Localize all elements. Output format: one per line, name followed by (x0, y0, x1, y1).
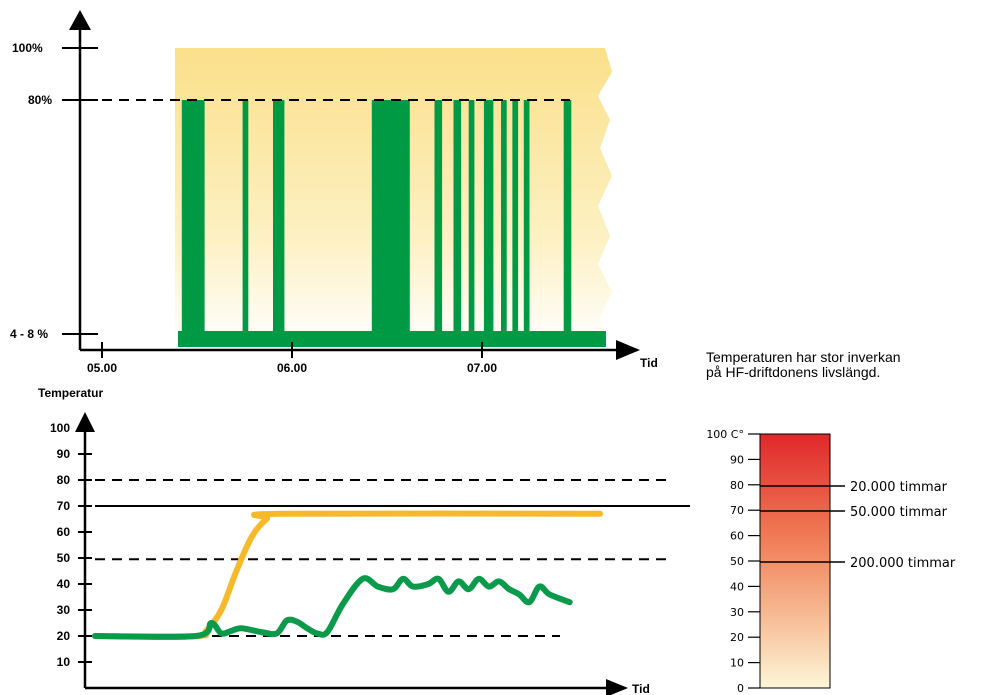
bottom-y-tick-label-70: 70 (57, 499, 71, 513)
scale-tick-label-70: 70 (730, 504, 744, 517)
top-active-bar-4 (371, 100, 410, 336)
top-active-bar-5 (434, 100, 443, 336)
top-low-level-strip (178, 331, 606, 347)
top-x-label-0500: 05.00 (87, 361, 117, 375)
top-active-bar-10 (512, 100, 519, 336)
annotation-20000: 20.000 timmar (850, 480, 948, 495)
top-active-bar-3 (273, 100, 285, 336)
bottom-y-tick-label-30: 30 (57, 603, 71, 617)
top-y-label-100: 100% (12, 41, 43, 55)
top-active-bar-8 (483, 100, 494, 336)
top-x-label-0600: 06.00 (277, 361, 307, 375)
bottom-y-ticks: 10 20 30 40 50 60 70 80 90 100 (50, 421, 92, 669)
top-active-bar-11 (523, 100, 530, 336)
top-y-label-80: 80% (28, 93, 52, 107)
top-y-axis-arrow (69, 10, 91, 30)
top-y-label-4-8: 4 - 8 % (10, 327, 48, 341)
bottom-y-tick-label-20: 20 (57, 629, 71, 643)
top-active-bar-2 (242, 100, 249, 336)
scale-tick-label-20: 20 (730, 631, 744, 644)
scale-tick-label-80: 80 (730, 479, 744, 492)
top-active-bar-1 (181, 100, 205, 336)
scale-tick-label-0: 0 (737, 682, 744, 695)
top-x-axis-arrow (616, 340, 640, 360)
annotation-200000: 200.000 timmar (850, 556, 956, 571)
top-x-label-0700: 07.00 (467, 361, 497, 375)
bottom-y-tick-label-10: 10 (57, 655, 71, 669)
green-series-line (92, 575, 573, 640)
bottom-y-axis-label: Temperatur (38, 386, 103, 400)
bottom-y-tick-label-100: 100 (50, 421, 70, 435)
top-active-bar-6 (453, 100, 462, 336)
reference-lines (95, 479, 690, 637)
scale-tick-label-60: 60 (730, 530, 744, 543)
bottom-y-tick-label-80: 80 (57, 473, 71, 487)
scale-tick-label-100: 100 C° (706, 428, 744, 441)
top-bars (178, 100, 606, 347)
scale-tick-label-40: 40 (730, 580, 744, 593)
scale-tick-label-10: 10 (730, 657, 744, 670)
temperature-note: Temperaturen har stor inverkan på HF-dri… (706, 349, 901, 380)
bottom-y-tick-label-50: 50 (57, 551, 71, 565)
temperature-gradient-bar (759, 433, 831, 689)
top-x-axis-label: Tid (640, 356, 658, 370)
bottom-x-axis-label: Tid (632, 682, 650, 695)
bottom-chart: Temperatur 10 20 30 40 50 60 70 80 90 100 Tid (38, 386, 690, 695)
bottom-x-axis-arrow (606, 679, 628, 695)
scale-tick-label-50: 50 (730, 555, 744, 568)
scale-tick-label-90: 90 (730, 453, 744, 466)
top-chart: 100% 80% 4 - 8 % 05.00 06.00 07.00 Tid (10, 10, 658, 375)
bottom-y-tick-label-60: 60 (57, 525, 71, 539)
top-active-bar-9 (501, 100, 507, 336)
scale-tick-label-30: 30 (730, 606, 744, 619)
top-active-bar-7 (468, 100, 475, 336)
annotation-50000: 50.000 timmar (850, 505, 948, 520)
yellow-series-line (92, 510, 603, 640)
bottom-y-tick-label-40: 40 (57, 577, 71, 591)
scale-ticks: 100 C° 90 80 70 60 50 40 30 20 10 0 (706, 428, 760, 695)
bottom-y-tick-label-90: 90 (57, 447, 71, 461)
top-active-bar-12 (563, 100, 572, 336)
